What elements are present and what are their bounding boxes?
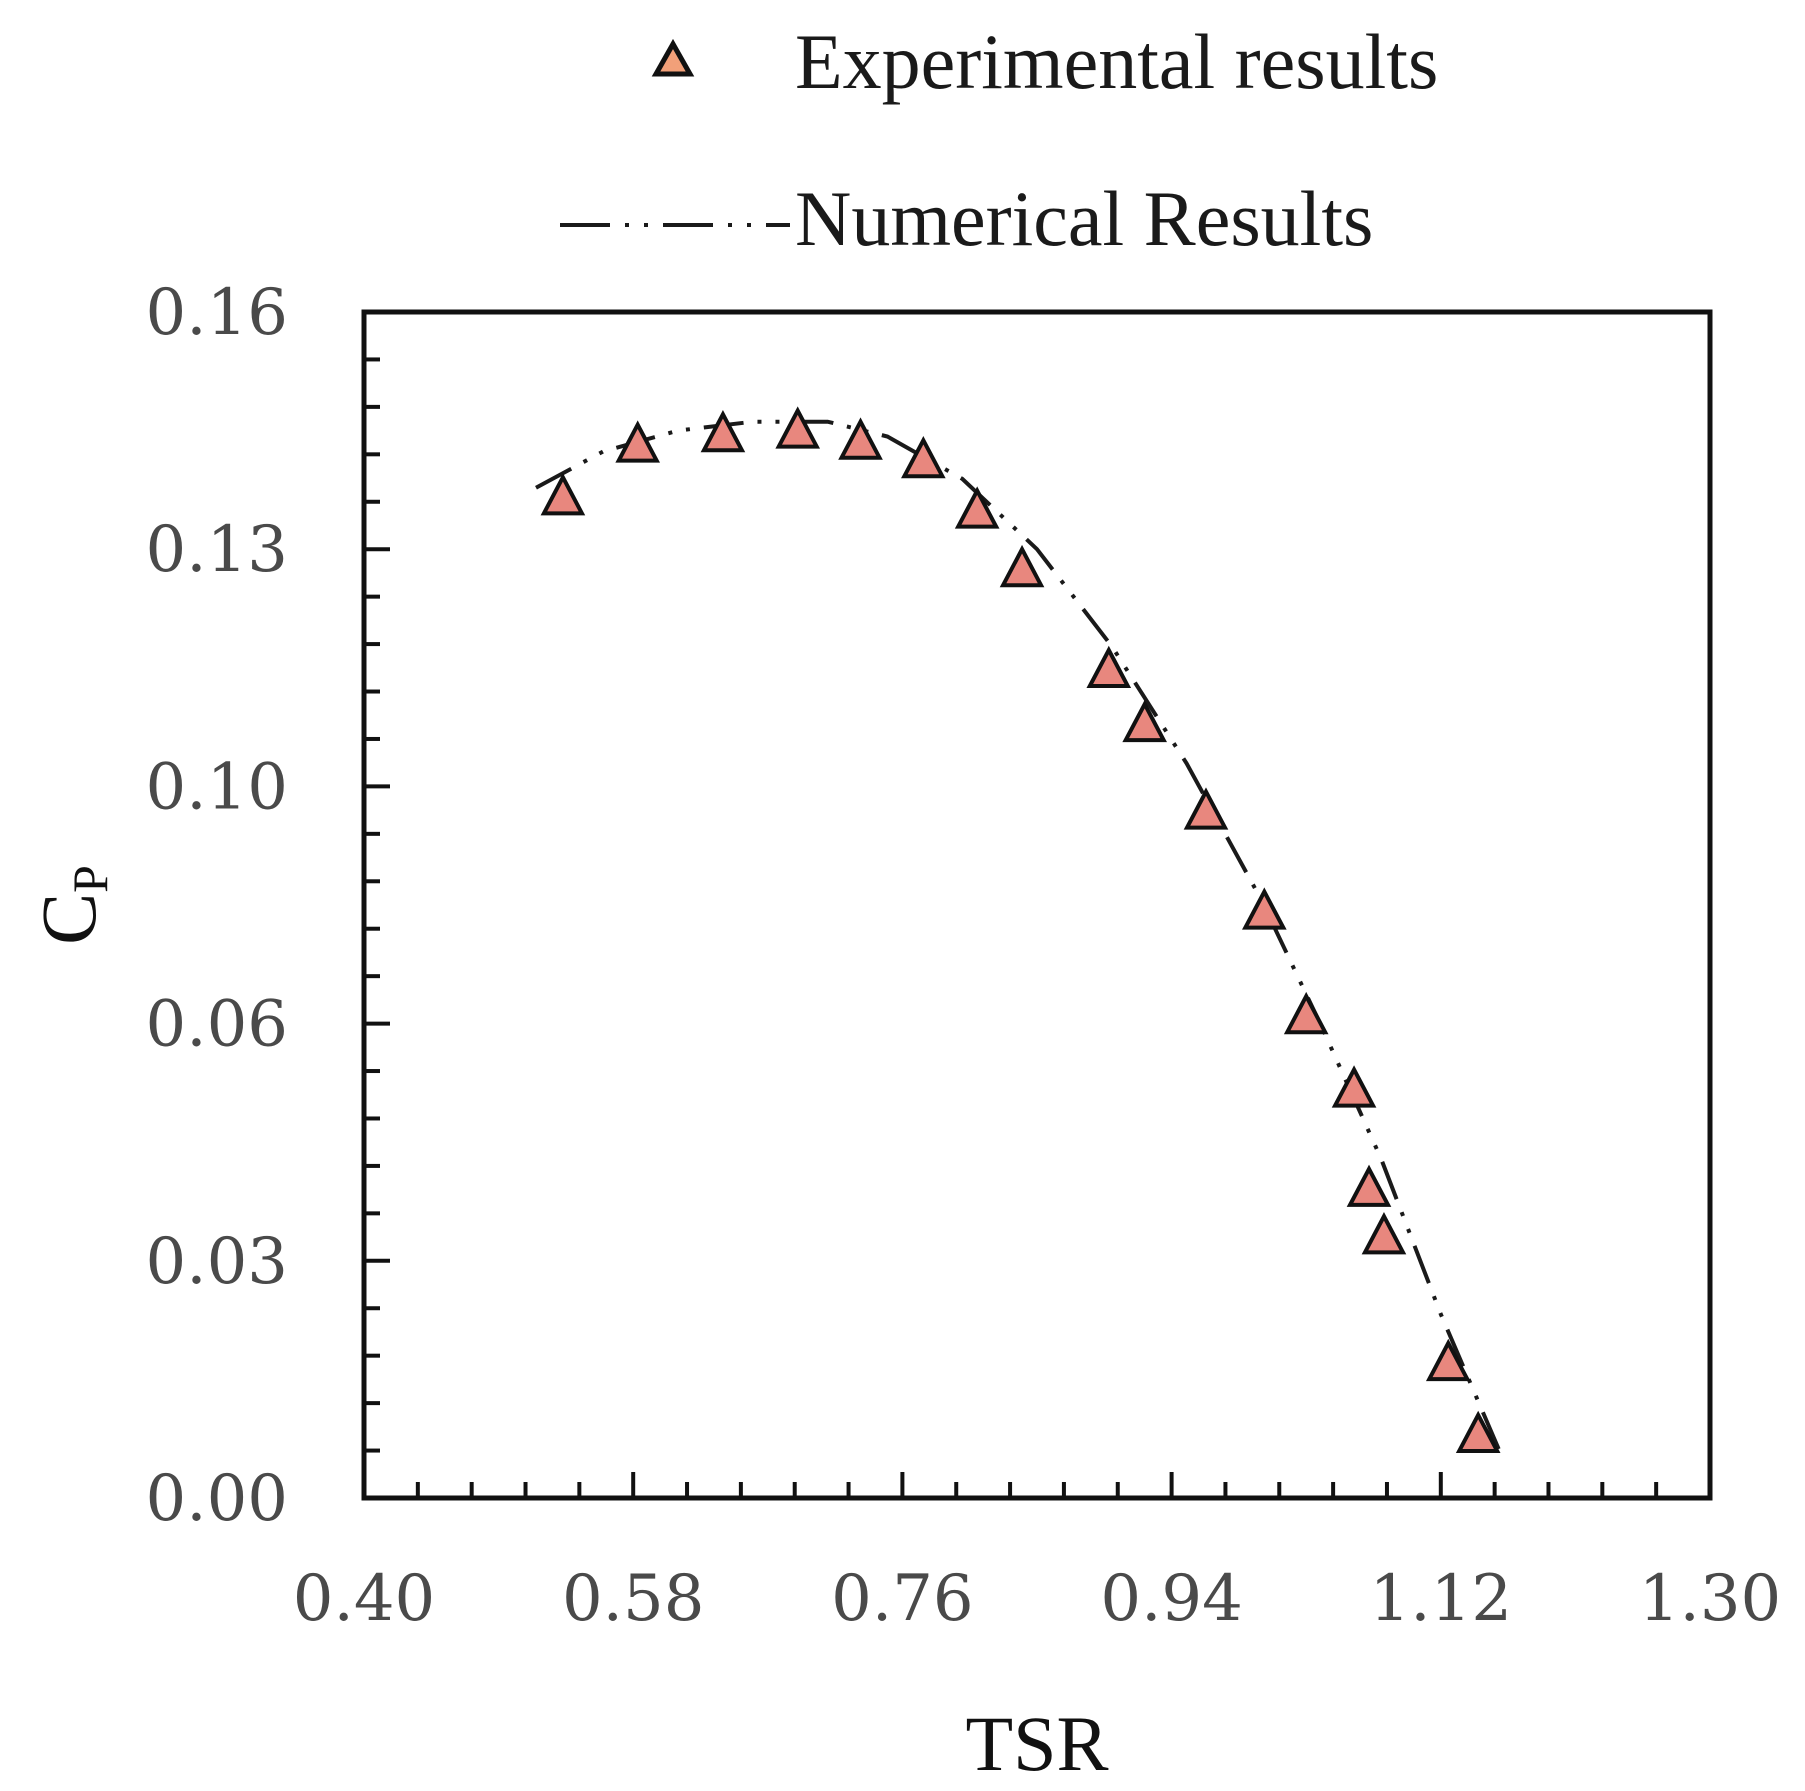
legend-label-numerical: Numerical Results xyxy=(795,175,1373,262)
experimental-point xyxy=(901,435,946,479)
experimental-point xyxy=(1242,887,1287,930)
experimental-point xyxy=(1283,991,1329,1035)
x-tick-label: 0.76 xyxy=(831,1562,974,1636)
experimental-point xyxy=(999,544,1045,588)
y-tick-label: 0.03 xyxy=(146,1225,289,1299)
x-tick-label: 0.94 xyxy=(1100,1562,1243,1636)
plot-frame xyxy=(361,309,1713,1501)
x-axis-title: TSR xyxy=(965,1700,1108,1787)
x-tick-label: 0.58 xyxy=(562,1562,705,1636)
legend-item-numerical: Numerical Results xyxy=(560,175,1373,262)
y-axis-title: CP xyxy=(25,865,118,945)
x-tick-labels: 0.40 0.58 0.76 0.94 1.12 1.30 xyxy=(293,1562,1782,1636)
legend-triangle-marker xyxy=(651,38,695,77)
experimental-point xyxy=(1122,699,1167,743)
x-tick-label: 1.30 xyxy=(1639,1562,1782,1636)
numerical-results-line xyxy=(535,419,1503,1455)
y-tick-label: 0.06 xyxy=(146,988,289,1062)
y-tick-label: 0.00 xyxy=(146,1462,289,1536)
y-tick-label: 0.16 xyxy=(146,276,289,350)
legend: Experimental results Numerical Results xyxy=(560,18,1438,262)
experimental-point xyxy=(838,417,883,460)
experimental-point xyxy=(775,406,821,449)
y-axis-title-main: C xyxy=(25,893,112,945)
experimental-point xyxy=(1425,1338,1471,1382)
experimental-point xyxy=(954,486,1000,529)
experimental-point xyxy=(1346,1164,1392,1207)
y-tick-label: 0.13 xyxy=(146,513,289,587)
experimental-point xyxy=(1183,787,1229,830)
experimental-point xyxy=(1361,1212,1407,1255)
y-tick-label: 0.10 xyxy=(146,750,289,824)
experimental-markers xyxy=(540,406,1501,1453)
experimental-point xyxy=(615,420,661,463)
y-tick-labels: 0.00 0.03 0.06 0.10 0.13 0.16 xyxy=(146,276,289,1536)
experimental-point xyxy=(1331,1065,1377,1108)
experimental-point xyxy=(1455,1410,1501,1453)
axis-ticks xyxy=(364,357,1659,1498)
experimental-point xyxy=(540,473,586,516)
x-tick-label: 0.40 xyxy=(293,1562,436,1636)
y-axis-title-subscript: P xyxy=(62,865,118,893)
experimental-point xyxy=(700,410,746,453)
x-tick-label: 1.12 xyxy=(1370,1562,1513,1636)
legend-label-experimental: Experimental results xyxy=(795,18,1438,105)
legend-item-experimental: Experimental results xyxy=(651,18,1438,105)
svg-text:CP: CP xyxy=(25,865,118,945)
experimental-point xyxy=(1086,645,1132,689)
